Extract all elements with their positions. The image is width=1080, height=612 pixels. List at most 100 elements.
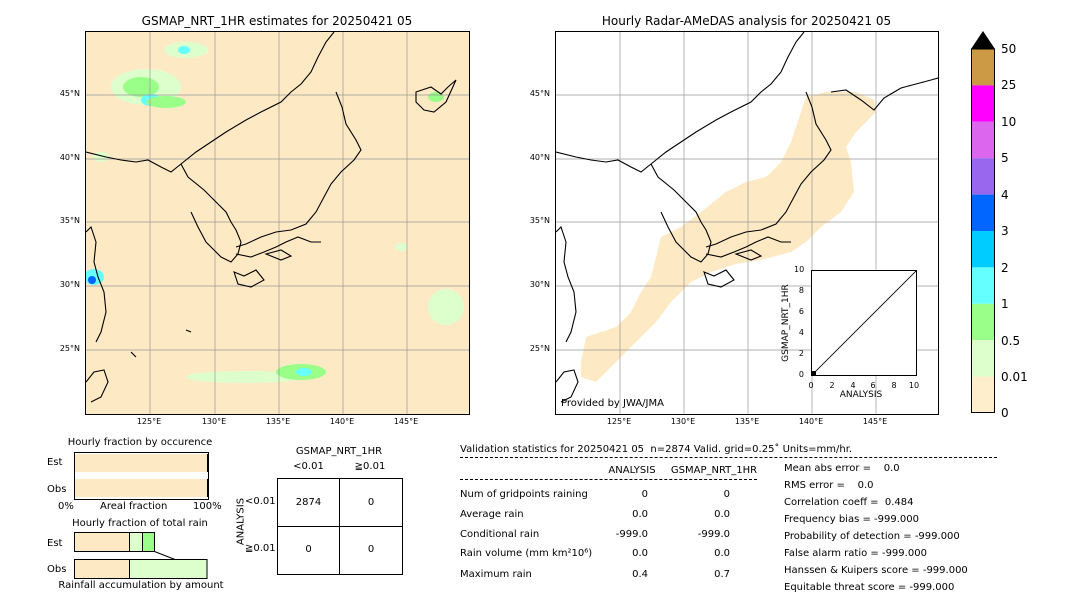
colorbar-label-05: 0.5	[1001, 334, 1021, 348]
colorbar-swatch-2-3	[971, 231, 995, 268]
scatter-inset-plot	[812, 271, 916, 375]
colorbar-swatch-3-4	[971, 194, 995, 231]
contingency-title: GSMAP_NRT_1HR	[295, 446, 383, 457]
contingency-row-lt: <0.01	[245, 496, 276, 507]
validation-header: Validation statistics for 20250421 05 n=…	[460, 444, 853, 455]
total-rain-est-seg-2	[129, 532, 143, 552]
colorbar-label-4: 4	[1001, 188, 1009, 202]
left-lon-135: 135°E	[265, 417, 291, 426]
occurrence-axis-mid: Areal fraction	[100, 501, 168, 512]
left-lon-125: 125°E	[136, 417, 162, 426]
validation-row-gsmap: 0.0	[714, 509, 730, 520]
colorbar-label-25: 25	[1001, 78, 1017, 92]
score-frequency-bias: Frequency bias = -999.000	[784, 514, 919, 525]
right-lon-135: 135°E	[734, 417, 760, 426]
right-map-canvas	[556, 32, 938, 414]
identity-line	[812, 271, 916, 375]
left-lon-130: 130°E	[201, 417, 227, 426]
left-map-canvas	[86, 32, 469, 414]
total-rain-est-seg-3	[142, 532, 155, 552]
right-lat-45: 45°N	[529, 89, 550, 98]
contingency-col-lt: <0.01	[293, 461, 324, 472]
validation-row-gsmap: -999.0	[697, 529, 730, 540]
validation-header-rule	[460, 457, 997, 458]
left-lat-30: 30°N	[59, 280, 80, 289]
colorbar	[971, 31, 995, 413]
contingency-cell-01: 0	[367, 497, 375, 508]
right-lon-125: 125°E	[606, 417, 632, 426]
colorbar-label-001: 0.01	[1001, 370, 1028, 384]
colorbar-swatch-0-001	[971, 376, 995, 413]
right-grid	[556, 32, 938, 414]
score-ets: Equitable threat score = -999.000	[784, 582, 955, 593]
total-rain-title: Hourly fraction of total rain	[72, 518, 208, 529]
colorbar-swatch-05-1	[971, 303, 995, 341]
total-rain-chart	[74, 532, 208, 579]
total-rain-obs-label: Obs	[47, 564, 67, 575]
validation-row-gsmap: 0	[723, 489, 730, 500]
inset-xlabel: ANALYSIS	[839, 390, 883, 400]
right-map-title: Hourly Radar-AMeDAS analysis for 2025042…	[601, 14, 892, 28]
validation-col-analysis: ANALYSIS	[608, 465, 656, 476]
colorbar-swatch-1-2	[971, 267, 995, 304]
inset-xtick-8: 8	[891, 381, 897, 390]
inset-xtick-4: 4	[850, 381, 856, 390]
validation-row-analysis: -999.0	[615, 529, 648, 540]
validation-row-label: Average rain	[460, 509, 524, 520]
colorbar-swatch-001-05	[971, 340, 995, 377]
left-lat-45: 45°N	[59, 89, 80, 98]
total-rain-svg	[74, 532, 208, 579]
colorbar-label-1: 1	[1001, 297, 1009, 311]
colorbar-label-50: 50	[1001, 42, 1017, 56]
left-lon-145: 145°E	[393, 417, 419, 426]
inset-ytick-4: 4	[798, 328, 804, 337]
occurrence-obs-label: Obs	[47, 484, 67, 495]
inset-xtick-2: 2	[829, 381, 835, 390]
colorbar-swatch-5-10	[971, 121, 995, 159]
score-mae: Mean abs error = 0.0	[784, 463, 900, 474]
score-correlation: Correlation coeff = 0.484	[784, 497, 914, 508]
colorbar-label-5: 5	[1001, 151, 1009, 165]
contingency-table: 2874 0 0 0	[277, 478, 403, 575]
validation-col-gsmap: GSMAP_NRT_1HR	[670, 465, 758, 476]
inset-ytick-10: 10	[794, 265, 805, 274]
left-rain-patches	[86, 42, 464, 383]
occurrence-est-label: Est	[47, 457, 63, 468]
score-pod: Probability of detection = -999.000	[784, 531, 960, 542]
left-lon-140: 140°E	[329, 417, 355, 426]
colorbar-label-0: 0	[1001, 406, 1009, 420]
validation-row-gsmap: 0.0	[714, 548, 730, 559]
right-lon-140: 140°E	[798, 417, 824, 426]
validation-row-analysis: 0.0	[632, 548, 648, 559]
colorbar-label-3: 3	[1001, 224, 1009, 238]
contingency-row-ge: ≧0.01	[245, 543, 276, 554]
left-lat-25: 25°N	[59, 344, 80, 353]
scatter-points	[812, 371, 816, 375]
left-coastlines	[86, 32, 457, 403]
occurrence-axis-left: 0%	[58, 501, 74, 512]
validation-table-rule	[460, 479, 757, 480]
inset-ytick-0: 0	[798, 370, 804, 379]
radar-coverage	[581, 92, 876, 382]
left-lat-35: 35°N	[59, 216, 80, 225]
right-lon-130: 130°E	[670, 417, 696, 426]
validation-row-label: Rain volume (mm km²10⁶)	[460, 548, 593, 559]
validation-row-label: Num of gridpoints raining	[460, 489, 588, 500]
score-hk: Hanssen & Kuipers score = -999.000	[784, 565, 968, 576]
colorbar-swatch-10-25	[971, 85, 995, 122]
contingency-cell-11: 0	[367, 544, 375, 555]
validation-row-analysis: 0.4	[632, 569, 648, 580]
validation-row-analysis: 0.0	[632, 509, 648, 520]
colorbar-frame	[971, 48, 995, 413]
inset-xtick-6: 6	[870, 381, 876, 390]
validation-row-label: Conditional rain	[460, 529, 540, 540]
occurrence-chart	[74, 452, 209, 500]
right-lat-35: 35°N	[529, 216, 550, 225]
scatter-inset	[811, 270, 917, 376]
inset-xtick-10: 10	[908, 381, 920, 390]
validation-row-gsmap: 0.7	[714, 569, 730, 580]
right-lat-30: 30°N	[529, 280, 550, 289]
colorbar-swatch-4-5	[971, 158, 995, 195]
left-map-title: GSMAP_NRT_1HR estimates for 20250421 05	[141, 14, 413, 28]
occurrence-obs-bar	[75, 479, 208, 497]
